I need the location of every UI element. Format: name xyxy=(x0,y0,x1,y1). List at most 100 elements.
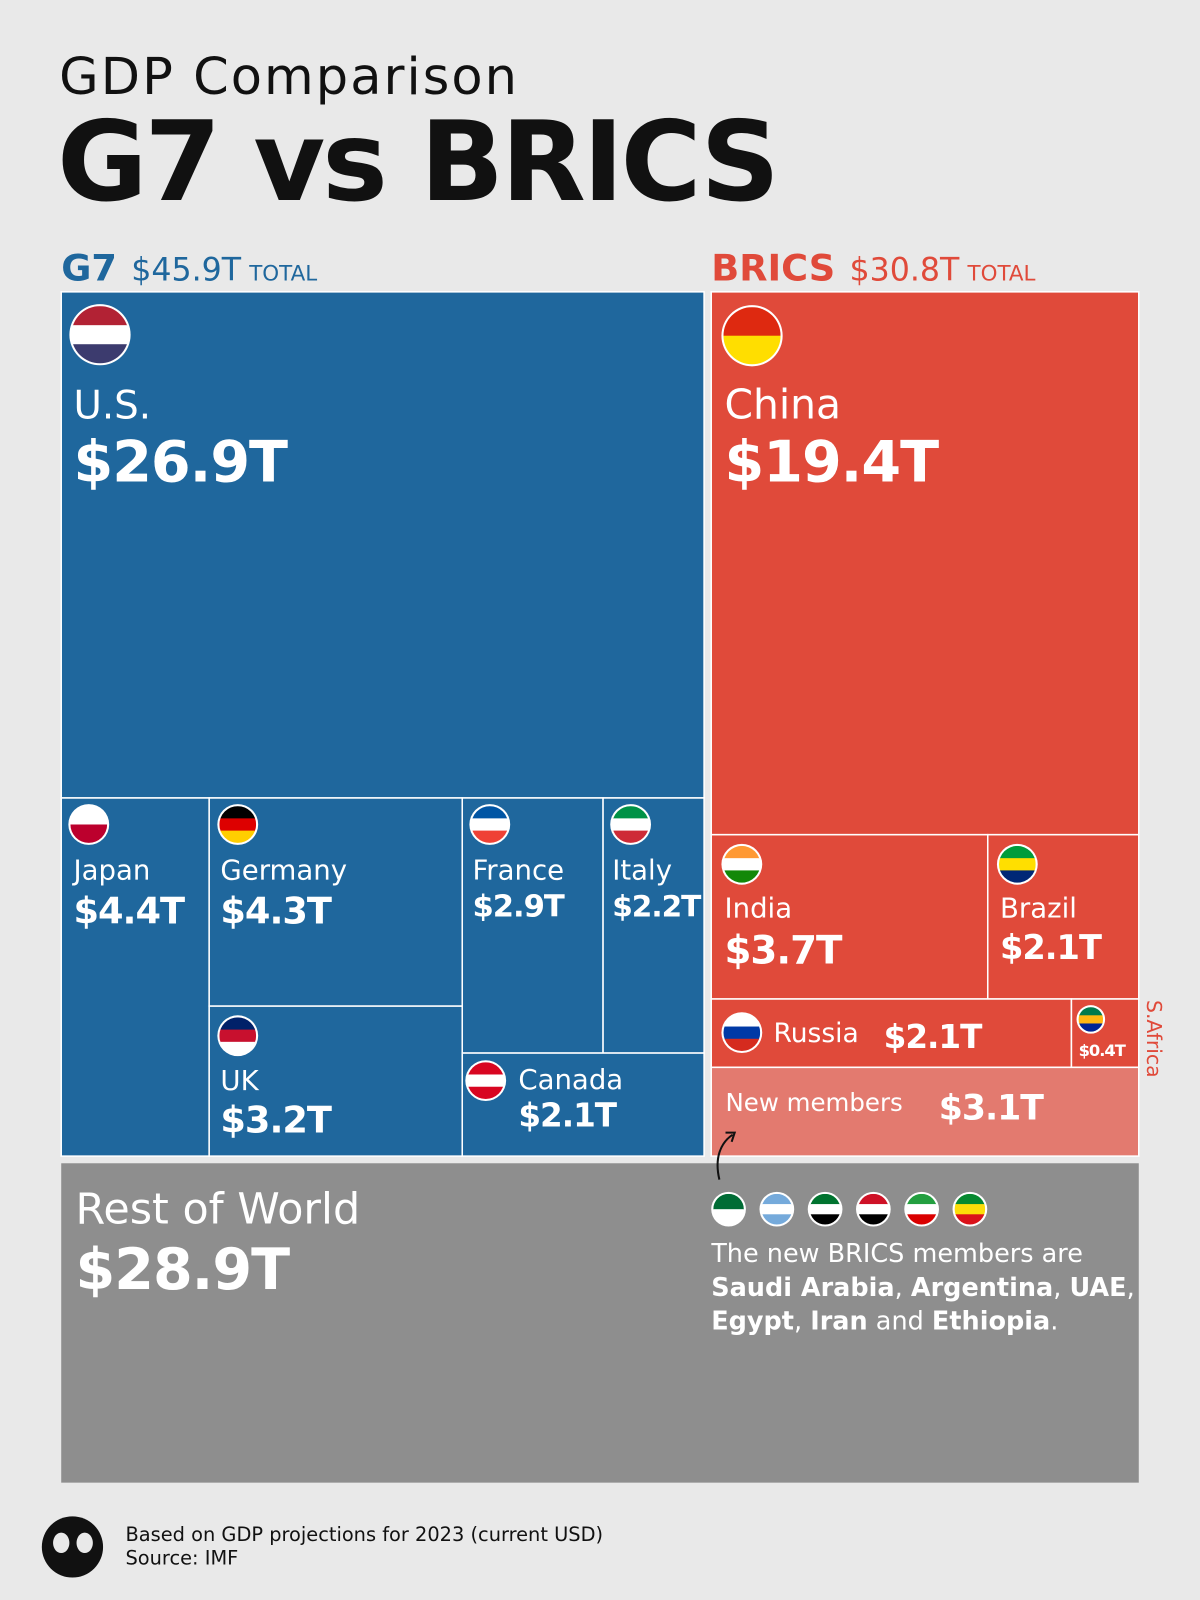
flag-stripe xyxy=(713,1193,744,1210)
footnote: Source: IMF xyxy=(126,1546,239,1569)
flag-stripe xyxy=(998,858,1036,871)
cell-value: $19.4T xyxy=(724,430,939,496)
flag-stripe xyxy=(1078,1015,1104,1024)
cell-name: Germany xyxy=(220,855,347,887)
cell-name: Rest of World xyxy=(76,1184,361,1234)
cell-value: $4.3T xyxy=(220,889,332,932)
arrow-head xyxy=(725,1131,737,1143)
cell-value: $0.4T xyxy=(1079,1041,1127,1060)
flag-stripe xyxy=(467,1062,505,1075)
flag-stripe xyxy=(70,824,108,843)
flag-stripe xyxy=(467,1074,505,1088)
flag-stripe xyxy=(219,830,257,843)
flag-stripe xyxy=(467,1086,505,1099)
note-part: , xyxy=(1126,1272,1135,1303)
note-part: Argentina xyxy=(910,1272,1054,1303)
logo-eye xyxy=(76,1532,93,1554)
treemap-cell xyxy=(60,797,210,1157)
flag-stripe xyxy=(761,1204,793,1215)
flag-stripe xyxy=(612,818,649,832)
flag-stripe xyxy=(761,1214,793,1225)
flag-stripe xyxy=(723,1026,761,1040)
note-part: Egypt xyxy=(711,1306,795,1336)
cell-value: $4.4T xyxy=(73,889,185,932)
flag-stripe xyxy=(858,1204,889,1215)
flag-stripe xyxy=(219,806,257,819)
flag-stripe xyxy=(954,1193,986,1205)
cell-name: Canada xyxy=(518,1064,623,1096)
chart-title: GDP Comparison xyxy=(59,48,519,107)
cell-value: $3.1T xyxy=(939,1088,1045,1128)
cell-name: Brazil xyxy=(1000,892,1077,924)
flag-stripe xyxy=(809,1193,841,1205)
cell-value: $28.9T xyxy=(76,1237,291,1303)
group-name: BRICS xyxy=(711,247,835,290)
flag-stripe xyxy=(471,818,509,832)
cell-value: $2.9T xyxy=(472,889,564,924)
note-part: Ethiopia xyxy=(931,1306,1051,1336)
flag-stripe xyxy=(761,1193,793,1205)
flag-stripe xyxy=(998,870,1036,883)
flag-stripe xyxy=(219,1017,257,1031)
cell-name: France xyxy=(472,855,564,887)
cell-name: S.Africa xyxy=(1142,1000,1166,1078)
note-part: The new BRICS members are xyxy=(711,1238,1092,1269)
cell-value: $2.1T xyxy=(518,1097,617,1135)
note: The new BRICS members are Saudi Arabia, … xyxy=(711,1237,1140,1338)
cell-name: Russia xyxy=(773,1018,858,1049)
flag-stripe xyxy=(612,830,649,843)
flag-stripe xyxy=(906,1204,937,1215)
cell-value: $26.9T xyxy=(73,430,288,496)
cell-name: New members xyxy=(726,1088,903,1117)
flag-stripe xyxy=(219,818,257,832)
note-part: . xyxy=(1050,1306,1059,1336)
footnote: Based on GDP projections for 2023 (curre… xyxy=(126,1523,604,1546)
treemap-cell xyxy=(710,1066,1140,1157)
flag-stripe xyxy=(906,1193,937,1205)
note-part: and xyxy=(867,1306,932,1336)
chart-subtitle: G7 vs BRICS xyxy=(57,98,777,226)
note-part: UAE xyxy=(1069,1272,1127,1303)
flag-stripe xyxy=(471,830,509,843)
cell-name: Japan xyxy=(71,855,150,887)
flag-stripe xyxy=(858,1214,889,1225)
flag-stripe xyxy=(954,1204,986,1215)
note-part: , xyxy=(894,1272,911,1303)
flag-stripe xyxy=(70,806,108,825)
flag-stripe xyxy=(723,1014,761,1028)
flag-stripe xyxy=(998,845,1036,859)
flag-stripe xyxy=(1078,1023,1104,1032)
cell-name: China xyxy=(724,380,841,428)
logo-eye xyxy=(53,1532,70,1554)
flag-stripe xyxy=(612,806,649,819)
flag-stripe xyxy=(906,1214,937,1225)
treemap-cell xyxy=(710,998,1073,1069)
treemap-cell xyxy=(710,291,1140,836)
note-part: , xyxy=(1053,1272,1070,1303)
treemap-cell xyxy=(208,797,464,1007)
treemap-cell xyxy=(60,291,705,799)
cell-value: $3.7T xyxy=(724,928,843,973)
cell-value: $2.1T xyxy=(1000,928,1102,967)
cell-value: $3.2T xyxy=(220,1099,332,1142)
cell-value: $2.1T xyxy=(884,1018,983,1056)
cell-name: Italy xyxy=(612,855,672,887)
cell-name: UK xyxy=(220,1065,259,1097)
flag-stripe xyxy=(219,1029,257,1043)
flag-stripe xyxy=(723,858,761,871)
note-part: Iran xyxy=(810,1306,868,1336)
flag-stripe xyxy=(723,1038,761,1052)
group-name: G7 xyxy=(61,247,117,290)
flag-stripe xyxy=(723,845,761,859)
group-header: G7 $45.9T TOTAL xyxy=(61,247,317,290)
flag-stripe xyxy=(471,806,509,819)
note-part: , xyxy=(794,1306,811,1336)
group-total-word: TOTAL xyxy=(967,262,1036,287)
flag-stripe xyxy=(71,344,129,364)
arrow xyxy=(716,1133,734,1180)
group-header: BRICS $30.8T TOTAL xyxy=(711,247,1035,290)
flag-stripe xyxy=(71,325,129,345)
note-box: The new BRICS members are Saudi Arabia, … xyxy=(711,1237,1140,1338)
flag-stripe xyxy=(858,1193,889,1205)
